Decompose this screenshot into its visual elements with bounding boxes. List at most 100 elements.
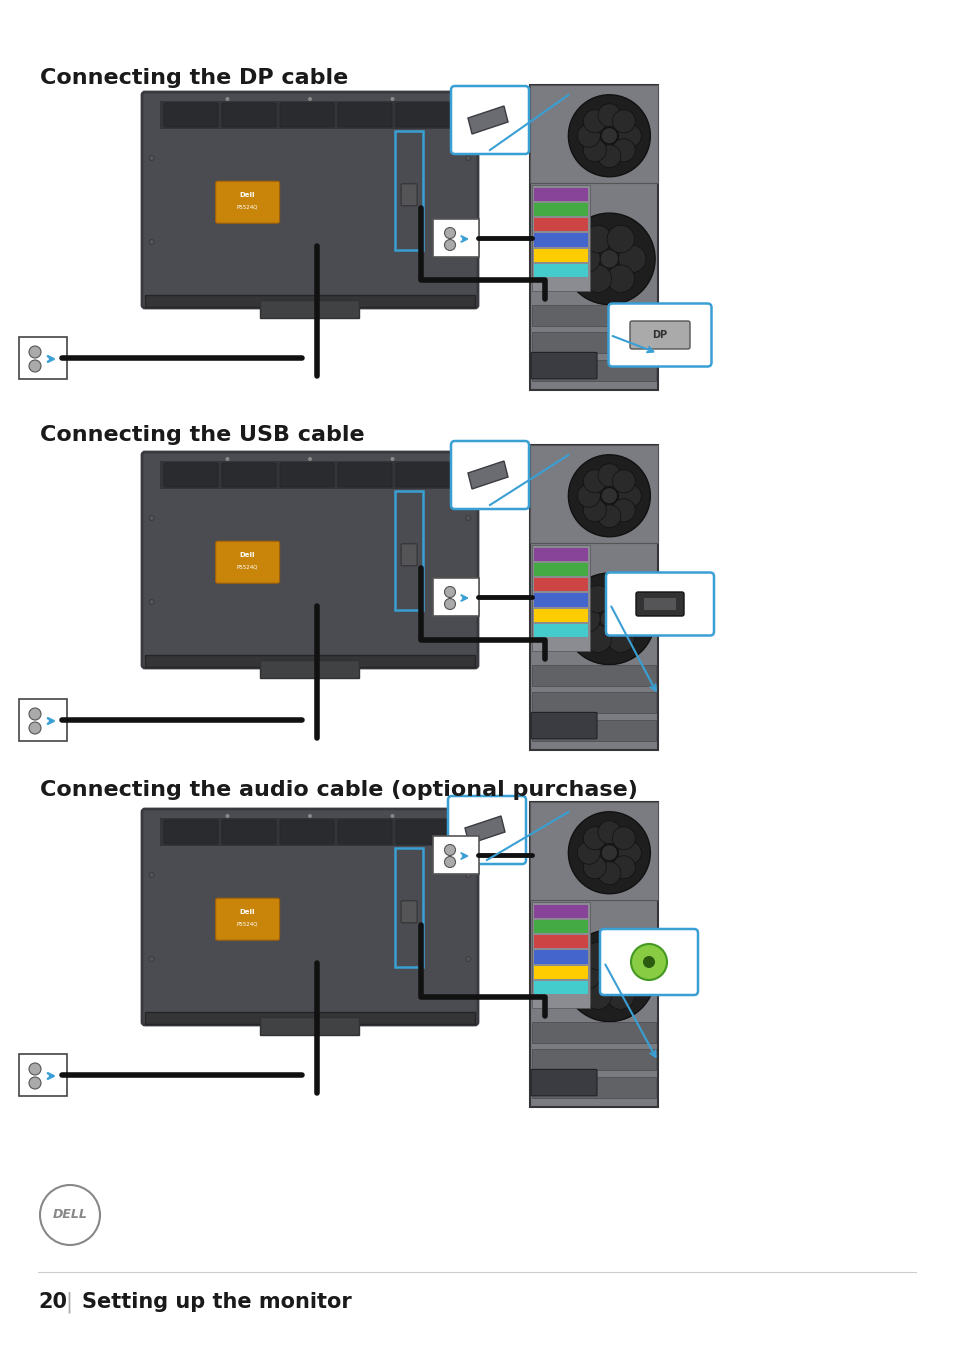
FancyBboxPatch shape [260,659,359,678]
Circle shape [583,225,611,253]
Circle shape [568,812,650,894]
Circle shape [29,1076,41,1089]
FancyBboxPatch shape [629,321,689,349]
Circle shape [618,841,640,864]
Bar [534,547,587,561]
Circle shape [606,585,634,613]
Circle shape [390,458,395,460]
Circle shape [583,942,611,969]
Polygon shape [468,106,507,134]
Bar [534,563,587,577]
Circle shape [583,265,611,292]
Bar [532,719,656,741]
FancyBboxPatch shape [19,699,67,741]
Circle shape [583,470,606,493]
Polygon shape [468,460,507,489]
Circle shape [583,498,606,521]
FancyBboxPatch shape [337,821,392,844]
Circle shape [149,600,154,604]
Circle shape [149,872,154,877]
Circle shape [29,347,41,357]
FancyBboxPatch shape [451,87,529,154]
Circle shape [444,845,455,856]
FancyBboxPatch shape [599,929,698,995]
Bar [534,233,587,246]
Circle shape [465,600,471,604]
FancyBboxPatch shape [260,1017,359,1034]
Circle shape [572,605,599,632]
FancyBboxPatch shape [260,301,359,318]
FancyBboxPatch shape [400,900,416,923]
Text: DP: DP [652,330,667,340]
Circle shape [444,598,455,609]
Text: P5524Q: P5524Q [236,922,258,926]
FancyBboxPatch shape [433,835,478,873]
FancyBboxPatch shape [142,92,477,307]
Circle shape [29,708,41,720]
Circle shape [598,145,620,168]
FancyBboxPatch shape [222,103,275,127]
Circle shape [598,104,620,127]
FancyBboxPatch shape [19,337,67,379]
FancyBboxPatch shape [222,463,275,487]
FancyBboxPatch shape [433,219,478,257]
Circle shape [225,97,230,102]
Circle shape [600,845,617,861]
Bar [534,593,587,607]
Bar [534,980,587,994]
FancyBboxPatch shape [142,808,477,1025]
Circle shape [149,156,154,161]
Circle shape [444,240,455,250]
Circle shape [583,585,611,613]
Circle shape [390,97,395,102]
Circle shape [444,586,455,597]
Bar [145,1011,475,1024]
Circle shape [583,856,606,879]
Bar [534,965,587,979]
Circle shape [630,944,666,980]
Bar [534,218,587,232]
Text: Dell: Dell [239,552,255,558]
FancyBboxPatch shape [280,103,334,127]
Bar [534,951,587,964]
Circle shape [583,982,611,1009]
Circle shape [612,138,635,161]
Circle shape [308,458,312,460]
Text: Connecting the audio cable (optional purchase): Connecting the audio cable (optional pur… [40,780,638,800]
Circle shape [577,125,599,148]
FancyBboxPatch shape [142,452,477,668]
FancyBboxPatch shape [215,181,279,223]
Circle shape [465,872,471,877]
Bar [534,264,587,278]
FancyBboxPatch shape [395,821,450,844]
FancyBboxPatch shape [222,821,275,844]
Circle shape [583,138,606,161]
Bar [532,184,589,291]
FancyBboxPatch shape [164,463,218,487]
Bar [534,919,587,933]
Bar [145,655,475,668]
Circle shape [599,609,618,628]
Bar [534,608,587,621]
Circle shape [612,498,635,521]
Bar [534,904,587,918]
FancyBboxPatch shape [400,544,416,566]
Circle shape [612,856,635,879]
Circle shape [308,814,312,818]
Text: DELL: DELL [52,1209,88,1221]
FancyBboxPatch shape [337,103,392,127]
Circle shape [618,605,645,632]
FancyBboxPatch shape [608,303,711,367]
Bar [532,902,589,1009]
FancyBboxPatch shape [451,441,529,509]
Circle shape [572,245,599,272]
Bar [532,665,656,686]
Bar [530,802,658,899]
Circle shape [308,97,312,102]
Circle shape [390,814,395,818]
Circle shape [618,245,645,272]
FancyBboxPatch shape [448,796,525,864]
Circle shape [598,821,620,844]
Polygon shape [464,816,504,844]
Circle shape [618,485,640,508]
